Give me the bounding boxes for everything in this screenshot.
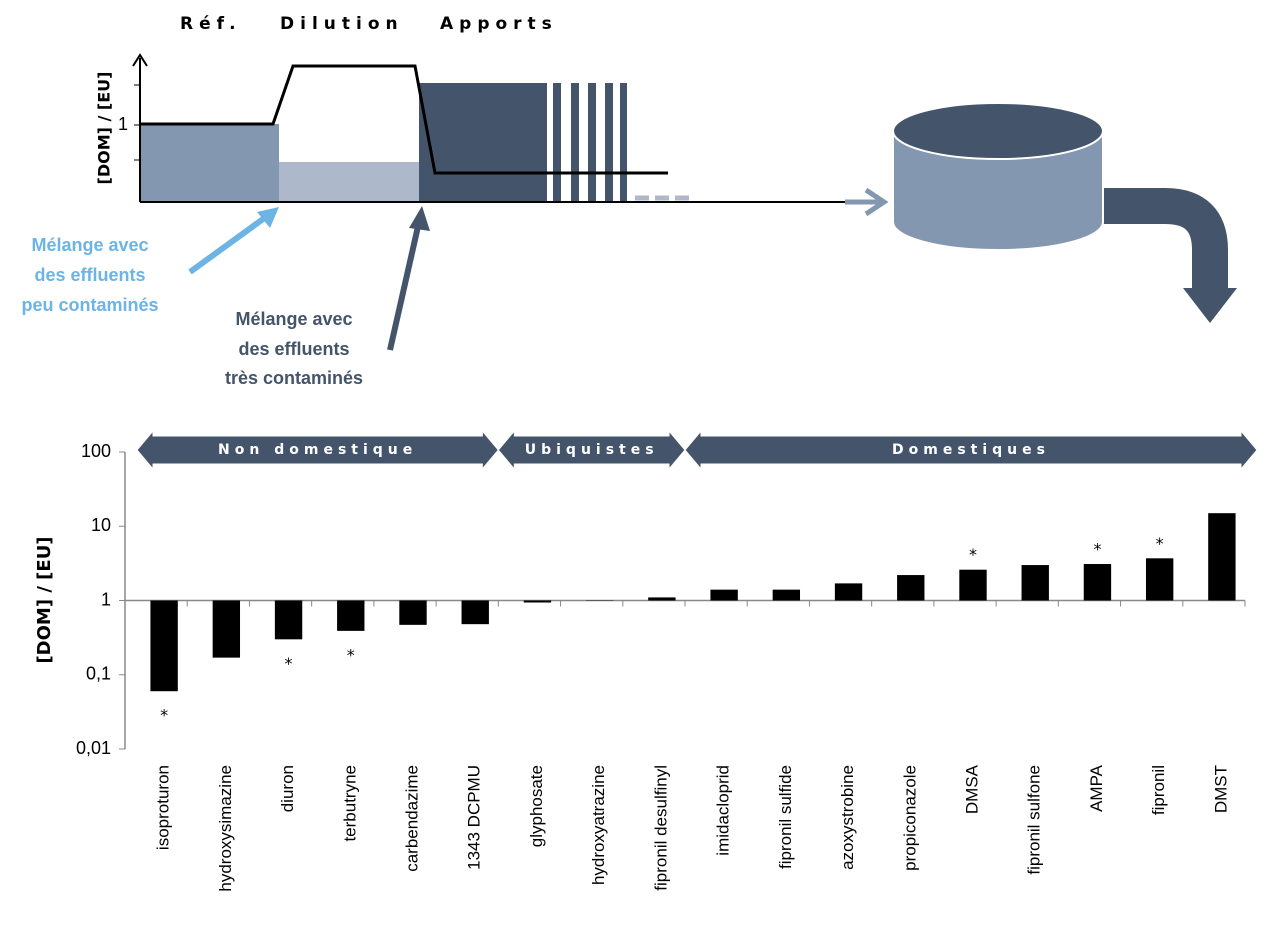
- significance: *: [1093, 540, 1101, 559]
- y-tick-label: 10: [91, 515, 111, 535]
- group-label: Ubiquistes: [525, 442, 659, 458]
- x-tick-label: azoxystrobine: [838, 765, 857, 870]
- x-tick-label: carbendazime: [402, 765, 421, 872]
- x-tick-label: fipronil desulfinyl: [651, 765, 670, 891]
- x-tick-label: hydroxysimazine: [216, 765, 235, 892]
- outlet-pipe: [1088, 206, 1210, 292]
- diagram: Réf. Dilution Apports 1 [DOM] / [EU]: [21, 14, 1237, 388]
- x-tick-label: hydroxyatrazine: [589, 765, 608, 885]
- y-tick-label: 0,1: [86, 664, 111, 684]
- bar: [835, 583, 862, 600]
- bar: [710, 590, 737, 601]
- significance: *: [1156, 534, 1164, 553]
- group-label: Domestiques: [892, 442, 1050, 458]
- y-tick-label: 1: [118, 114, 128, 134]
- y-tick-label: 0,01: [76, 738, 111, 758]
- header: Apports: [440, 14, 558, 34]
- annotation: des effluents: [238, 339, 349, 359]
- significance: *: [285, 654, 293, 673]
- header: Dilution: [280, 14, 404, 34]
- annotation: des effluents: [34, 265, 145, 285]
- significance: *: [160, 706, 168, 725]
- x-tick-label: imidacloprid: [714, 765, 733, 856]
- bar: [337, 601, 364, 631]
- x-tick-label: diuron: [278, 765, 297, 812]
- x-tick-label: fipronil sulfone: [1025, 765, 1044, 875]
- bar: [959, 570, 986, 601]
- high-arrow: [390, 222, 419, 350]
- bar: [648, 597, 675, 600]
- x-tick-label: DMSA: [962, 764, 981, 814]
- y-label: [DOM] / [EU]: [95, 72, 114, 185]
- annotation: Mélange avec: [235, 309, 352, 329]
- input-stripes: [553, 83, 627, 202]
- x-tick-label: 1343 DCPMU: [465, 765, 484, 870]
- bar: [213, 601, 240, 658]
- x-tick-label: AMPA: [1087, 764, 1106, 812]
- significance: *: [969, 545, 977, 564]
- group-label: Non domestique: [218, 442, 417, 458]
- bar: [897, 575, 924, 600]
- x-tick-label: DMST: [1211, 765, 1230, 813]
- header: Réf.: [180, 14, 242, 34]
- bar: [399, 601, 426, 625]
- bar: [1146, 558, 1173, 600]
- tank-top: [893, 103, 1103, 159]
- bar: [1022, 565, 1049, 600]
- bar: [524, 601, 551, 603]
- outlet-arrow: [1183, 288, 1237, 323]
- annotation: Mélange avec: [31, 235, 148, 255]
- x-tick-label: propiconazole: [900, 765, 919, 871]
- input-zone: [419, 83, 547, 202]
- y-tick-label: 100: [81, 441, 111, 461]
- high-arrow-head: [409, 206, 430, 231]
- x-tick-label: fipronil: [1149, 765, 1168, 815]
- bar: [1208, 513, 1235, 600]
- y-label: [DOM] / [EU]: [34, 536, 55, 663]
- bar: [150, 601, 177, 692]
- bar: [462, 601, 489, 625]
- bar: [275, 601, 302, 640]
- annotation: peu contaminés: [21, 295, 158, 315]
- x-tick-label: glyphosate: [527, 765, 546, 847]
- x-tick-label: isoproturon: [154, 765, 173, 850]
- x-tick-label: terbutryne: [340, 765, 359, 842]
- bar: [773, 590, 800, 601]
- annotation: très contaminés: [225, 368, 363, 388]
- bar: [1084, 564, 1111, 600]
- y-tick-label: 1: [101, 589, 111, 609]
- ref-zone: [140, 124, 279, 202]
- significance: *: [347, 645, 355, 664]
- dilution-zone: [279, 162, 419, 202]
- low-arrow: [190, 214, 270, 272]
- x-tick-label: fipronil sulfide: [776, 765, 795, 869]
